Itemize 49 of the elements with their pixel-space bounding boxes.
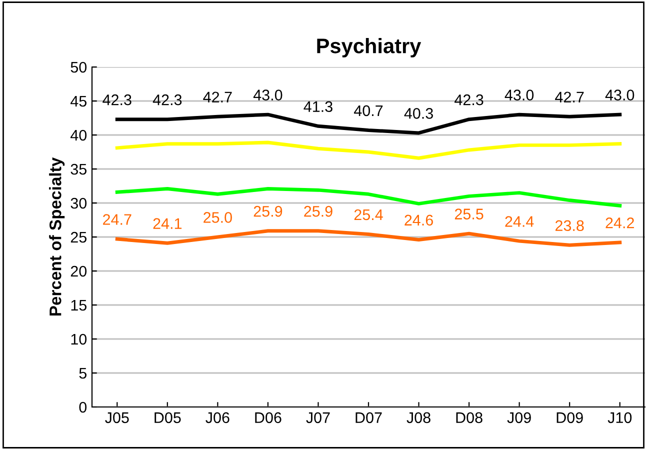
data-label: 40.3 bbox=[404, 108, 433, 119]
data-label: 43.0 bbox=[605, 90, 634, 100]
data-label: 42.3 bbox=[102, 94, 132, 106]
x-tick-label: D07 bbox=[356, 412, 382, 424]
data-label: 24.7 bbox=[103, 214, 132, 225]
data-label: 24.1 bbox=[153, 218, 182, 229]
data-label: 43.0 bbox=[253, 90, 282, 100]
data-label: 24.2 bbox=[606, 217, 634, 228]
y-tick-label: 45 bbox=[70, 96, 86, 107]
x-tick-label: J06 bbox=[206, 412, 230, 424]
data-label: 42.3 bbox=[454, 94, 484, 106]
data-label: 42.3 bbox=[152, 94, 182, 106]
y-tick-label: 5 bbox=[79, 368, 86, 379]
line-series bbox=[115, 140, 622, 160]
x-tick-label: J09 bbox=[507, 412, 531, 424]
line-series bbox=[115, 229, 622, 247]
x-tick-label: J07 bbox=[306, 412, 330, 424]
line-series bbox=[115, 186, 622, 208]
data-label: 43.0 bbox=[504, 90, 534, 100]
y-tick-label: 20 bbox=[70, 266, 87, 277]
data-label: 41.3 bbox=[304, 101, 332, 112]
data-label: 42.7 bbox=[555, 92, 584, 102]
x-tick-label: D08 bbox=[456, 412, 482, 424]
y-axis-title: Percent of Specialty bbox=[49, 157, 65, 316]
data-label: 40.7 bbox=[354, 105, 383, 116]
x-tick-label: J10 bbox=[608, 412, 632, 424]
data-label: 42.7 bbox=[203, 92, 232, 102]
y-tick-label: 30 bbox=[70, 198, 87, 209]
data-label: 23.8 bbox=[555, 220, 584, 232]
data-label: 25.9 bbox=[304, 206, 332, 217]
y-tick-label: 35 bbox=[70, 164, 86, 175]
data-label: 25.4 bbox=[354, 209, 383, 220]
data-label: 25.5 bbox=[454, 208, 484, 220]
y-tick-label: 40 bbox=[70, 130, 87, 141]
y-tick-label: 10 bbox=[71, 334, 87, 345]
chart-title: Psychiatry bbox=[317, 38, 422, 58]
y-tick-label: 15 bbox=[71, 300, 86, 311]
data-label: 24.6 bbox=[404, 214, 433, 226]
data-label: 25.0 bbox=[204, 212, 232, 223]
x-tick-label: D05 bbox=[154, 412, 181, 424]
y-tick-label: 25 bbox=[70, 232, 86, 243]
y-tick-label: 0 bbox=[79, 402, 87, 413]
x-tick-label: D06 bbox=[255, 412, 282, 424]
x-tick-label: J08 bbox=[406, 412, 430, 424]
x-tick-label: J05 bbox=[105, 412, 129, 424]
x-tick-label: D09 bbox=[556, 412, 583, 424]
data-label: 24.4 bbox=[505, 216, 534, 227]
y-tick-label: 50 bbox=[70, 62, 87, 73]
data-label: 25.9 bbox=[254, 206, 282, 217]
